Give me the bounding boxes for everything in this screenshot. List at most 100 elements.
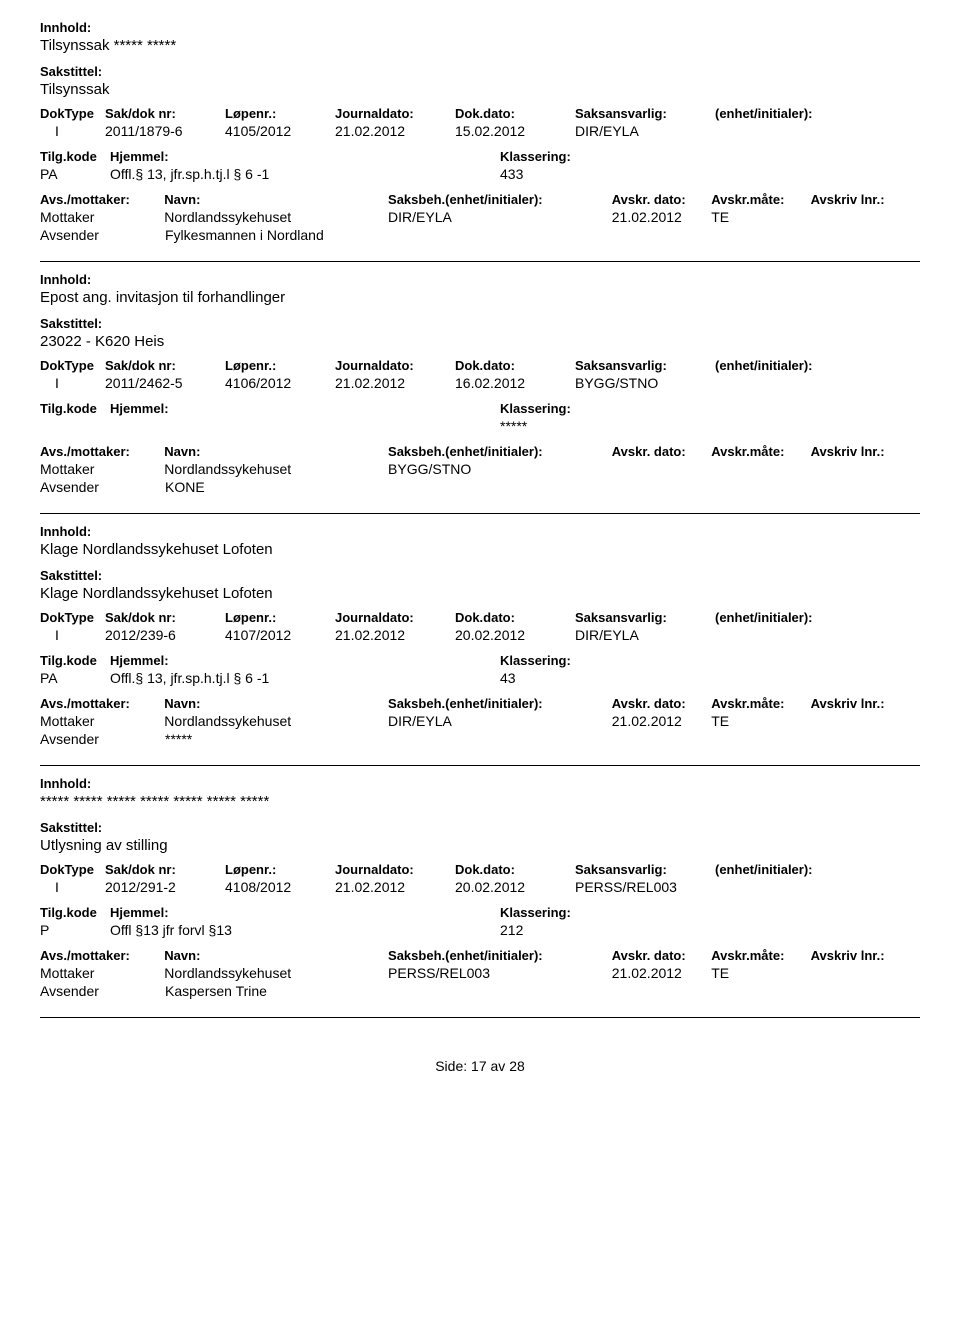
innhold-value: Klage Nordlandssykehuset Lofoten — [40, 541, 920, 558]
mottaker-label: Mottaker — [40, 209, 164, 225]
page-total: 28 — [509, 1058, 525, 1074]
hdr-avskrmate: Avskr.måte: — [711, 696, 810, 711]
hdr-enhet: (enhet/initialer): — [715, 610, 885, 625]
mottaker-avdato — [612, 461, 711, 477]
hdr-klassering: Klassering: — [500, 401, 920, 416]
hdr-navn: Navn: — [164, 948, 388, 963]
hdr-navn: Navn: — [164, 696, 388, 711]
val-doktype: I — [40, 627, 105, 643]
val-jdato: 21.02.2012 — [335, 879, 455, 895]
val-klassering: ***** — [500, 418, 920, 434]
mottaker-saksbeh: DIR/EYLA — [388, 209, 612, 225]
val-hjemmel: Offl.§ 13, jfr.sp.h.tj.l § 6 -1 — [110, 670, 500, 686]
mottaker-avdato: 21.02.2012 — [612, 209, 711, 225]
tilg-values: P Offl §13 jfr forvl §13 212 — [40, 922, 920, 938]
hdr-jdato: Journaldato: — [335, 610, 455, 625]
doc-headers: DokType Sak/dok nr: Løpenr.: Journaldato… — [40, 358, 920, 373]
hdr-avskrmate: Avskr.måte: — [711, 948, 810, 963]
val-jdato: 21.02.2012 — [335, 375, 455, 391]
val-doktype: I — [40, 375, 105, 391]
hdr-avskrdato: Avskr. dato: — [612, 444, 711, 459]
val-saksan: DIR/EYLA — [575, 627, 715, 643]
hdr-enhet: (enhet/initialer): — [715, 358, 885, 373]
val-klassering: 212 — [500, 922, 920, 938]
tilg-headers: Tilg.kode Hjemmel: Klassering: — [40, 653, 920, 668]
val-lopenr: 4108/2012 — [225, 879, 335, 895]
val-ddato: 16.02.2012 — [455, 375, 575, 391]
hdr-sakdok: Sak/dok nr: — [105, 106, 225, 121]
tilg-values: PA Offl.§ 13, jfr.sp.h.tj.l § 6 -1 433 — [40, 166, 920, 182]
hdr-lopenr: Løpenr.: — [225, 358, 335, 373]
mottaker-avlnr — [811, 209, 920, 225]
hdr-doktype: DokType — [40, 862, 105, 877]
avsender-row: Avsender ***** — [40, 731, 920, 747]
hdr-jdato: Journaldato: — [335, 358, 455, 373]
hdr-avskrmate: Avskr.måte: — [711, 444, 810, 459]
innhold-value: Epost ang. invitasjon til forhandlinger — [40, 289, 920, 306]
journal-record: Innhold: Tilsynssak ***** ***** Sakstitt… — [40, 20, 920, 262]
val-hjemmel — [110, 418, 500, 434]
val-enhet — [715, 627, 885, 643]
val-enhet — [715, 375, 885, 391]
hdr-avskrdato: Avskr. dato: — [612, 948, 711, 963]
val-hjemmel: Offl §13 jfr forvl §13 — [110, 922, 500, 938]
hdr-navn: Navn: — [164, 192, 388, 207]
innhold-label: Innhold: — [40, 272, 920, 287]
innhold-value: ***** ***** ***** ***** ***** ***** ****… — [40, 793, 920, 810]
mottaker-avlnr — [811, 461, 920, 477]
val-ddato: 20.02.2012 — [455, 879, 575, 895]
hdr-saksan: Saksansvarlig: — [575, 106, 715, 121]
val-saksan: BYGG/STNO — [575, 375, 715, 391]
mottaker-avmate: TE — [711, 965, 810, 981]
val-enhet — [715, 879, 885, 895]
mottaker-avmate — [711, 461, 810, 477]
val-sakdok: 2012/291-2 — [105, 879, 225, 895]
val-doktype: I — [40, 123, 105, 139]
sakstittel-label: Sakstittel: — [40, 568, 920, 583]
hdr-ddato: Dok.dato: — [455, 358, 575, 373]
doc-values: I 2012/291-2 4108/2012 21.02.2012 20.02.… — [40, 879, 920, 895]
hdr-klassering: Klassering: — [500, 149, 920, 164]
doc-headers: DokType Sak/dok nr: Løpenr.: Journaldato… — [40, 106, 920, 121]
mottaker-saksbeh: DIR/EYLA — [388, 713, 612, 729]
val-klassering: 433 — [500, 166, 920, 182]
val-klassering: 43 — [500, 670, 920, 686]
page-footer: Side: 17 av 28 — [40, 1058, 920, 1074]
mottaker-saksbeh: PERSS/REL003 — [388, 965, 612, 981]
tilg-headers: Tilg.kode Hjemmel: Klassering: — [40, 149, 920, 164]
tilg-headers: Tilg.kode Hjemmel: Klassering: — [40, 401, 920, 416]
hdr-navn: Navn: — [164, 444, 388, 459]
innhold-label: Innhold: — [40, 776, 920, 791]
hdr-hjemmel: Hjemmel: — [110, 653, 500, 668]
val-lopenr: 4106/2012 — [225, 375, 335, 391]
avsender-row: Avsender KONE — [40, 479, 920, 495]
hdr-jdato: Journaldato: — [335, 862, 455, 877]
val-hjemmel: Offl.§ 13, jfr.sp.h.tj.l § 6 -1 — [110, 166, 500, 182]
avsender-label: Avsender — [40, 227, 165, 243]
hdr-avskrlnr: Avskriv lnr.: — [811, 444, 920, 459]
mottaker-row: Mottaker Nordlandssykehuset DIR/EYLA 21.… — [40, 713, 920, 729]
mottaker-row: Mottaker Nordlandssykehuset PERSS/REL003… — [40, 965, 920, 981]
hdr-avskrdato: Avskr. dato: — [612, 192, 711, 207]
hdr-klassering: Klassering: — [500, 905, 920, 920]
sakstittel-value: Klage Nordlandssykehuset Lofoten — [40, 585, 920, 602]
hdr-avsmot: Avs./mottaker: — [40, 696, 164, 711]
hdr-jdato: Journaldato: — [335, 106, 455, 121]
mottaker-avdato: 21.02.2012 — [612, 713, 711, 729]
val-tilgkode: P — [40, 922, 110, 938]
page-sep: av — [491, 1058, 506, 1074]
hdr-tilgkode: Tilg.kode — [40, 653, 110, 668]
hdr-avsmot: Avs./mottaker: — [40, 948, 164, 963]
innhold-label: Innhold: — [40, 20, 920, 35]
tilg-values: ***** — [40, 418, 920, 434]
hdr-avskrlnr: Avskriv lnr.: — [811, 948, 920, 963]
hdr-saksbeh: Saksbeh.(enhet/initialer): — [388, 192, 612, 207]
page-number: 17 — [471, 1058, 487, 1074]
sakstittel-label: Sakstittel: — [40, 820, 920, 835]
party-headers: Avs./mottaker: Navn: Saksbeh.(enhet/init… — [40, 444, 920, 459]
mottaker-row: Mottaker Nordlandssykehuset BYGG/STNO — [40, 461, 920, 477]
hdr-lopenr: Løpenr.: — [225, 610, 335, 625]
avsender-row: Avsender Fylkesmannen i Nordland — [40, 227, 920, 243]
avsender-label: Avsender — [40, 731, 165, 747]
mottaker-avlnr — [811, 965, 920, 981]
